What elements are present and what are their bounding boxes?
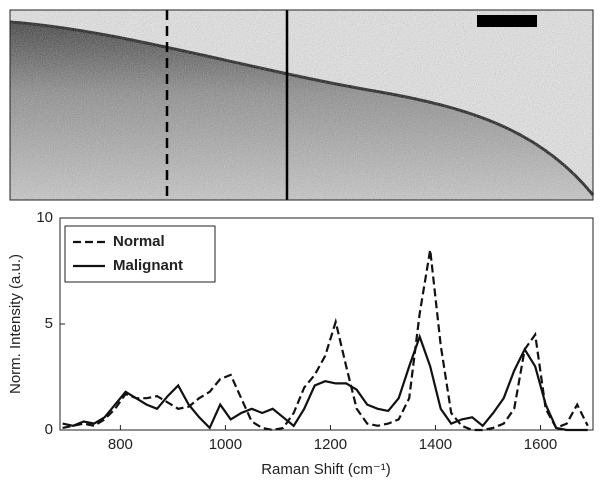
x-tick-label: 1600 <box>524 436 557 453</box>
speckle <box>10 10 593 200</box>
legend-box <box>64 225 216 283</box>
oct-image <box>9 9 595 201</box>
series-line <box>62 249 589 432</box>
x-axis-label: Raman Shift (cm⁻¹) <box>261 461 391 478</box>
x-tick-label: 800 <box>108 436 133 453</box>
x-tick-label: 1000 <box>209 436 242 453</box>
x-tick-label: 1400 <box>419 436 452 453</box>
series-line <box>62 333 588 432</box>
y-tick-label: 0 <box>45 421 53 438</box>
y-tick-label: 10 <box>36 209 53 226</box>
image-frame <box>9 9 594 201</box>
x-tick-label: 1200 <box>314 436 347 453</box>
scale-bar <box>477 15 537 27</box>
y-tick-label: 5 <box>45 315 53 332</box>
legend-label: Normal <box>113 233 165 250</box>
y-axis-label: Norm. Intensity (a.u.) <box>7 254 24 394</box>
legend-label: Malignant <box>113 257 183 274</box>
